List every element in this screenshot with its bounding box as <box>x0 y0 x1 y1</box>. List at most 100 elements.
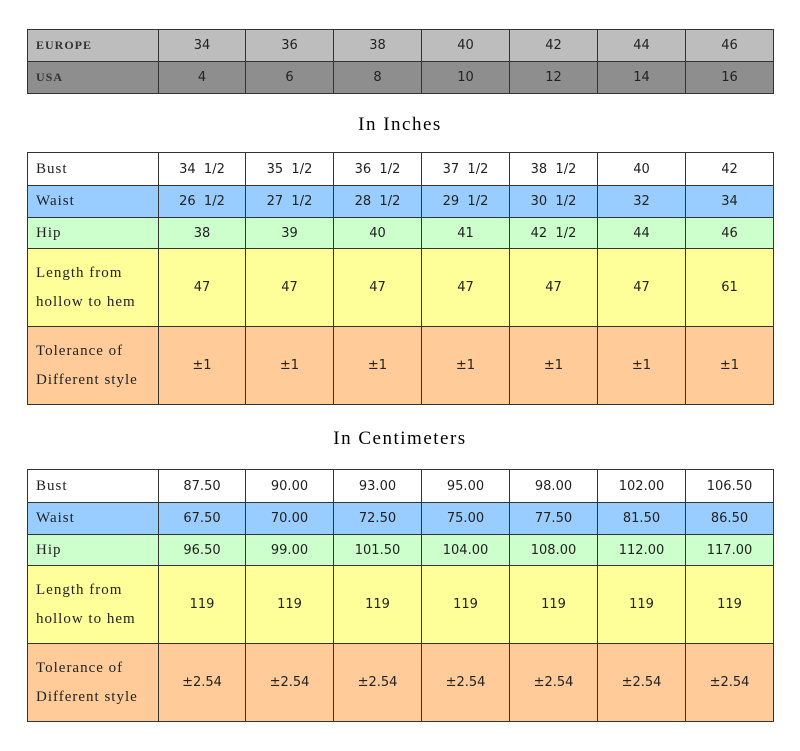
table-cell: ±1 <box>421 326 510 405</box>
label-line: Waist <box>36 193 75 209</box>
table-cell: ±2.54 <box>509 643 598 722</box>
table-cell: ±2.54 <box>245 643 334 722</box>
table-cell: ±2.54 <box>421 643 510 722</box>
table-row: Waist 26 1/2 27 1/2 28 1/2 29 1/2 30 1/2 32 34 <box>27 185 774 218</box>
table-cell: 39 <box>245 217 334 249</box>
table-cell: ±1 <box>158 326 246 405</box>
row-label: Hip <box>27 534 159 566</box>
table-cell: 41 <box>421 217 510 249</box>
table-cell: 61 <box>685 248 774 327</box>
table-cell: 72.50 <box>333 502 422 535</box>
row-label: Bust <box>27 152 159 186</box>
table-cell: 29 1/2 <box>421 185 510 218</box>
table-cell: ±2.54 <box>685 643 774 722</box>
label-line: Bust <box>36 477 68 494</box>
table-cell: 4 <box>158 61 246 94</box>
table-cell: 119 <box>158 565 246 644</box>
table-cell: 95.00 <box>421 469 510 503</box>
row-label: Tolerance of Different style <box>27 643 159 722</box>
table-cell: 34 <box>158 29 246 62</box>
table-row: Length from hollow to hem 47 47 47 47 47 47 61 <box>27 248 774 327</box>
row-label: EUROPE <box>27 29 159 62</box>
table-cell: 86.50 <box>685 502 774 535</box>
table-cell: 119 <box>245 565 334 644</box>
table-cell: 90.00 <box>245 469 334 503</box>
label-line: Length from <box>36 264 123 281</box>
size-table: EUROPE 34 36 38 40 42 44 46 USA 4 6 8 10 12 14 16 <box>27 29 774 94</box>
table-row: Bust 87.50 90.00 93.00 95.00 98.00 102.00 106.5… <box>27 469 774 503</box>
table-cell: 37 1/2 <box>421 152 510 186</box>
table-row: Tolerance of Different style ±1 ±1 ±1 ±1 ±1 ±1 ±… <box>27 326 774 405</box>
table-row: EUROPE 34 36 38 40 42 44 46 <box>27 29 774 62</box>
label-line: Bust <box>36 160 68 177</box>
table-cell: 32 <box>597 185 686 218</box>
table-row: Hip 38 39 40 41 42 1/2 44 46 <box>27 217 774 249</box>
table-cell: 14 <box>597 61 686 94</box>
table-cell: 108.00 <box>509 534 598 566</box>
table-cell: 46 <box>685 29 774 62</box>
table-cell: 28 1/2 <box>333 185 422 218</box>
table-row: Waist 67.50 70.00 72.50 75.00 77.50 81.50 86.50 <box>27 502 774 535</box>
label-line: Tolerance of <box>36 659 124 676</box>
table-cell: 44 <box>597 217 686 249</box>
section-title: In Centimeters <box>333 428 467 449</box>
table-cell: 119 <box>421 565 510 644</box>
table-cell: 6 <box>245 61 334 94</box>
table-cell: 119 <box>685 565 774 644</box>
label-line: Tolerance of <box>36 342 124 359</box>
table-cell: 36 1/2 <box>333 152 422 186</box>
row-label: Waist <box>27 185 159 218</box>
table-cell: 119 <box>333 565 422 644</box>
table-cell: 36 <box>245 29 334 62</box>
table-cell: 35 1/2 <box>245 152 334 186</box>
section-title: In Inches <box>358 114 442 135</box>
table-cell: 44 <box>597 29 686 62</box>
row-label: Hip <box>27 217 159 249</box>
table-cell: 47 <box>597 248 686 327</box>
table-cell: 42 1/2 <box>509 217 598 249</box>
table-cell: 34 1/2 <box>158 152 246 186</box>
table-cell: ±1 <box>333 326 422 405</box>
table-cell: 38 <box>158 217 246 249</box>
table-cell: 93.00 <box>333 469 422 503</box>
table-cell: 34 <box>685 185 774 218</box>
table-cell: 30 1/2 <box>509 185 598 218</box>
table-cell: 40 <box>333 217 422 249</box>
label-line: Length from <box>36 581 123 598</box>
table-cell: 8 <box>333 61 422 94</box>
table-cell: 47 <box>245 248 334 327</box>
table-cell: 27 1/2 <box>245 185 334 218</box>
table-cell: 96.50 <box>158 534 246 566</box>
table-cell: 47 <box>333 248 422 327</box>
table-row: USA 4 6 8 10 12 14 16 <box>27 61 774 94</box>
row-label: USA <box>27 61 159 94</box>
label-line: Different style <box>36 688 138 705</box>
table-cell: 47 <box>421 248 510 327</box>
row-label: Waist <box>27 502 159 535</box>
table-cell: 42 <box>685 152 774 186</box>
table-cell: ±1 <box>685 326 774 405</box>
table-cell: ±1 <box>245 326 334 405</box>
table-cell: 101.50 <box>333 534 422 566</box>
table-cell: 112.00 <box>597 534 686 566</box>
table-row: Bust 34 1/2 35 1/2 36 1/2 37 1/2 38 1/2 40 42 <box>27 152 774 186</box>
table-cell: 40 <box>597 152 686 186</box>
table-cell: 99.00 <box>245 534 334 566</box>
table-cell: 38 <box>333 29 422 62</box>
table-cell: ±1 <box>509 326 598 405</box>
table-cell: ±2.54 <box>597 643 686 722</box>
row-label: Bust <box>27 469 159 503</box>
label-line: hollow to hem <box>36 610 136 627</box>
table-cell: 10 <box>421 61 510 94</box>
table-cell: 47 <box>509 248 598 327</box>
label-line: Waist <box>36 510 75 526</box>
table-cell: 119 <box>509 565 598 644</box>
table-cell: 47 <box>158 248 246 327</box>
label-line: hollow to hem <box>36 293 136 310</box>
table-cell: 87.50 <box>158 469 246 503</box>
table-cell: 12 <box>509 61 598 94</box>
size-table: Bust 34 1/2 35 1/2 36 1/2 37 1/2 38 1/2 40 42 Wa… <box>27 152 774 405</box>
table-row: Length from hollow to hem 119 119 119 119 119 1… <box>27 565 774 644</box>
table-cell: 75.00 <box>421 502 510 535</box>
